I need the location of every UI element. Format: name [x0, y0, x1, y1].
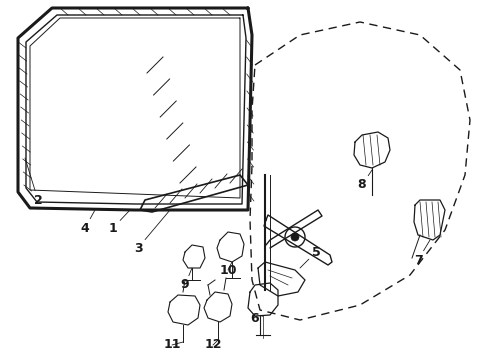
- Text: 12: 12: [204, 338, 222, 351]
- Text: 3: 3: [134, 210, 170, 255]
- Text: 2: 2: [25, 158, 42, 207]
- Text: 10: 10: [219, 262, 237, 276]
- Text: 4: 4: [81, 210, 95, 234]
- Text: 9: 9: [181, 268, 192, 292]
- Text: 8: 8: [358, 170, 372, 192]
- Text: 5: 5: [300, 246, 320, 268]
- Text: 1: 1: [109, 210, 130, 234]
- Text: 6: 6: [251, 311, 263, 324]
- Circle shape: [291, 233, 299, 241]
- Text: 11: 11: [163, 338, 183, 351]
- Text: 7: 7: [414, 240, 430, 266]
